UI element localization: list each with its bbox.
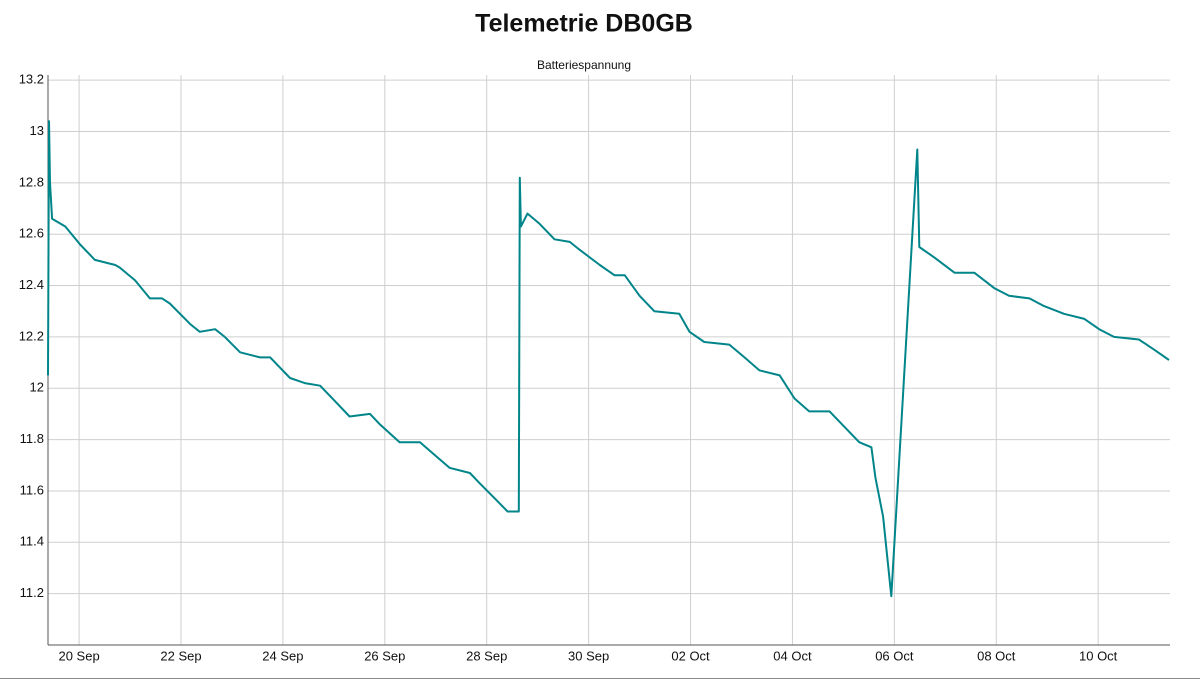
y-tick-label: 12.4 xyxy=(19,277,44,292)
y-tick-label: 11.4 xyxy=(20,534,44,549)
y-tick-label: 13 xyxy=(30,123,44,138)
x-tick-label: 28 Sep xyxy=(466,648,507,663)
x-tick-label: 08 Oct xyxy=(977,648,1016,663)
chart-title: Telemetrie DB0GB xyxy=(475,10,693,38)
x-tick-label: 22 Sep xyxy=(160,648,201,663)
y-tick-label: 11.8 xyxy=(20,431,44,446)
y-tick-label: 12.2 xyxy=(19,328,44,343)
x-tick-label: 10 Oct xyxy=(1079,648,1118,663)
y-tick-label: 12 xyxy=(30,380,44,395)
y-tick-label: 12.6 xyxy=(19,226,44,241)
x-tick-label: 06 Oct xyxy=(875,648,914,663)
x-tick-label: 20 Sep xyxy=(58,648,99,663)
y-tick-label: 11.6 xyxy=(20,482,44,497)
x-tick-label: 02 Oct xyxy=(671,648,710,663)
y-tick-label: 11.2 xyxy=(20,585,44,600)
data-line xyxy=(47,120,1170,598)
x-tick-label: 26 Sep xyxy=(364,648,405,663)
y-tick-label: 13.2 xyxy=(19,72,44,87)
x-tick-label: 24 Sep xyxy=(262,648,303,663)
chart-subtitle: Batteriespannung xyxy=(537,58,631,72)
x-tick-label: 04 Oct xyxy=(773,648,812,663)
y-tick-label: 12.8 xyxy=(19,174,44,189)
x-tick-label: 30 Sep xyxy=(568,648,609,663)
